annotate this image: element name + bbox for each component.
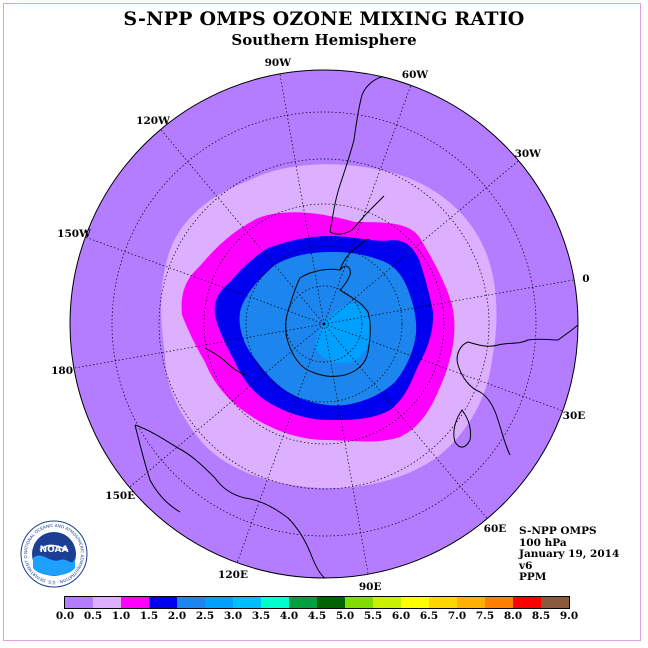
colorbar-swatch: [93, 597, 121, 608]
meridian-line: [323, 85, 412, 325]
colorbar-tick-label: 8.5: [531, 610, 551, 622]
colorbar-tick-label: 5.5: [363, 610, 383, 622]
latitude-circle: [158, 158, 490, 490]
meridian-line: [279, 73, 325, 325]
colorbar-tick-label: 9.0: [559, 610, 579, 622]
longitude-labels: 90W 60W 30W 0 30E 60E 90E 120E 150E 180 150W 120W: [51, 57, 590, 593]
colorbar-swatch: [65, 597, 93, 608]
colorbar-tick-label: 6.5: [419, 610, 439, 622]
colorbar-swatch: [177, 597, 205, 608]
map-disc-outline: [69, 69, 579, 579]
colorbar-swatch: [345, 597, 373, 608]
colorbar-tick-label: 7.5: [475, 610, 495, 622]
info-satellite: S-NPP OMPS: [519, 525, 597, 537]
longitude-label: 120E: [218, 569, 248, 581]
info-version: v6: [519, 559, 533, 572]
colorbar-swatch: [233, 597, 261, 608]
meridian-line: [236, 323, 325, 563]
longitude-label: 150E: [105, 490, 135, 502]
meridian-line: [323, 323, 488, 519]
meridian-line: [85, 236, 325, 325]
meridian-line: [323, 160, 519, 325]
longitude-label: 30W: [515, 148, 542, 160]
meridian-line: [129, 323, 325, 488]
colorbar-swatch: [261, 597, 289, 608]
meridian-line: [73, 323, 325, 369]
colorbar-tick-label: 1.0: [111, 610, 131, 622]
colorbar-swatch: [513, 597, 541, 608]
longitude-label: 60W: [402, 69, 429, 81]
antarctica-coastline: [285, 265, 371, 377]
colorbar-tick-label: 0.0: [55, 610, 75, 622]
madagascar-coastline: [453, 409, 471, 448]
longitude-label: 150W: [57, 228, 91, 240]
colorbar-tick-label: 8.0: [503, 610, 523, 622]
info-date: January 19, 2014: [519, 548, 620, 560]
colorbar: [64, 596, 570, 609]
colorbar-swatch: [373, 597, 401, 608]
longitude-label: 90E: [359, 581, 382, 593]
info-pressure-level: 100 hPa: [519, 536, 567, 549]
latitude-circle: [111, 111, 537, 537]
colorbar-swatch: [289, 597, 317, 608]
colorbar-tick-label: 0.5: [83, 610, 103, 622]
map-subtitle: Southern Hemisphere: [231, 31, 417, 49]
new-zealand-coastline: [204, 347, 246, 376]
colorbar-tick-label: 7.0: [447, 610, 467, 622]
colorbar-tick-label: 2.5: [195, 610, 215, 622]
longitude-label: 120W: [136, 115, 170, 127]
colorbar-tick-label: 6.0: [391, 610, 411, 622]
colorbar-tick-label: 5.0: [335, 610, 355, 622]
longitude-label: 90W: [265, 57, 292, 69]
colorbar-tick-label: 3.5: [251, 610, 271, 622]
colorbar-swatch: [121, 597, 149, 608]
australia-coastline: [134, 424, 326, 578]
colorbar-swatch: [541, 597, 569, 608]
noaa-logo-text: NOAA: [40, 545, 69, 555]
colorbar-tick-label: 4.5: [307, 610, 327, 622]
colorbar-tick-label: 3.0: [223, 610, 243, 622]
longitude-label: 180: [51, 365, 73, 377]
longitude-label: 0: [582, 273, 589, 285]
colorbar-swatch: [457, 597, 485, 608]
figure-frame: [3, 3, 641, 641]
meridian-line: [323, 279, 575, 325]
colorbar-swatch: [149, 597, 177, 608]
africa-coastline: [456, 324, 578, 456]
map-title: S-NPP OMPS OZONE MIXING RATIO: [123, 8, 525, 30]
colorbar-swatch: [317, 597, 345, 608]
colorbar-swatch: [485, 597, 513, 608]
longitude-label: 30E: [563, 410, 586, 422]
meridian-line: [160, 129, 325, 325]
noaa-logo: NATIONAL OCEANIC AND ATMOSPHERIC ADMINIS…: [20, 520, 88, 588]
info-units: PPM: [519, 571, 547, 583]
meridian-line: [323, 323, 369, 575]
latitude-circle: [203, 203, 445, 445]
colorbar-tick-label: 1.5: [139, 610, 159, 622]
colorbar-swatch: [401, 597, 429, 608]
antarctic-peninsula: [339, 238, 371, 271]
latitude-circle: [245, 245, 403, 403]
colorbar-tick-label: 2.0: [167, 610, 187, 622]
longitude-label: 60E: [484, 523, 507, 535]
colorbar-swatch: [429, 597, 457, 608]
colorbar-tick-label: 4.0: [279, 610, 299, 622]
contour-band-2-5: [314, 303, 371, 364]
colorbar-ticks: 0.0 0.5 1.0 1.5 2.0 2.5 3.0 3.5 4.0 4.5 5.0 5.5 6.0 6…: [0, 610, 648, 624]
info-block: S-NPP OMPS 100 hPa January 19, 2014 v6 P…: [519, 525, 620, 584]
colorbar-swatch: [205, 597, 233, 608]
